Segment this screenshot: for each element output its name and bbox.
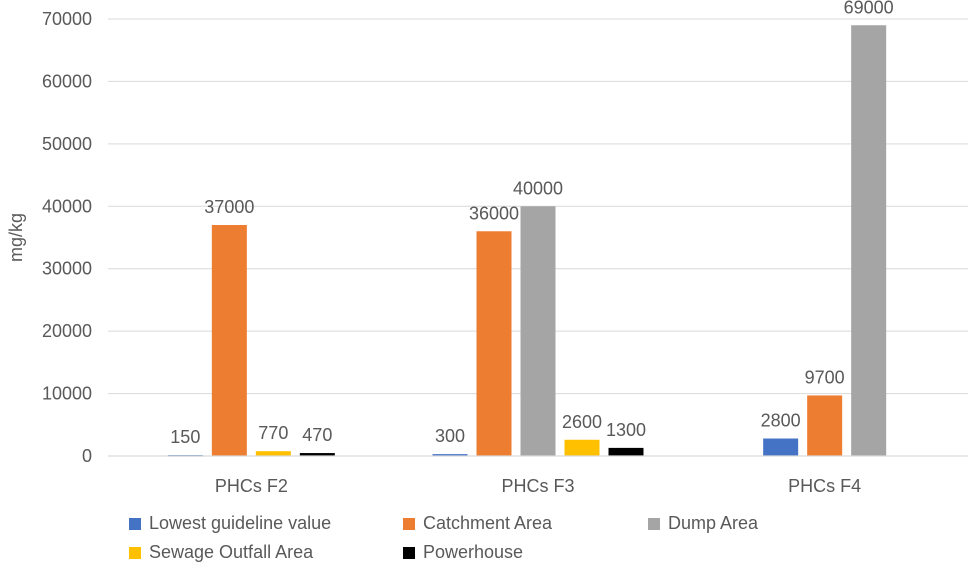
y-tick-label: 50000 (42, 134, 92, 154)
y-tick-label: 60000 (42, 71, 92, 91)
x-tick-label: PHCs F2 (215, 476, 288, 496)
data-label: 2600 (562, 412, 602, 432)
bar (564, 439, 600, 456)
data-label: 37000 (204, 197, 254, 217)
data-label: 2800 (761, 411, 801, 431)
legend-swatch (129, 547, 141, 559)
data-label: 470 (302, 425, 332, 445)
data-label: 69000 (844, 0, 894, 17)
data-label: 40000 (513, 178, 563, 198)
bar (211, 225, 247, 456)
legend-label: Dump Area (668, 513, 759, 533)
legend-label: Powerhouse (423, 542, 523, 562)
legend-swatch (129, 518, 141, 530)
bar (299, 453, 335, 456)
bar (807, 395, 843, 456)
legend-label: Lowest guideline value (149, 513, 331, 533)
bar (851, 25, 887, 456)
bar (476, 231, 512, 456)
data-label: 36000 (469, 203, 519, 223)
data-label: 300 (435, 426, 465, 446)
data-label: 150 (170, 427, 200, 447)
y-axis-label: mg/kg (6, 213, 26, 262)
y-tick-label: 20000 (42, 321, 92, 341)
legend-swatch (403, 547, 415, 559)
legend-swatch (403, 518, 415, 530)
data-label: 1300 (606, 420, 646, 440)
x-tick-label: PHCs F4 (788, 476, 861, 496)
bar (608, 447, 644, 456)
y-tick-label: 0 (82, 446, 92, 466)
legend-label: Catchment Area (423, 513, 553, 533)
y-tick-label: 30000 (42, 259, 92, 279)
y-tick-label: 40000 (42, 196, 92, 216)
bar (520, 206, 556, 456)
data-label: 9700 (805, 367, 845, 387)
y-tick-label: 10000 (42, 384, 92, 404)
bar (432, 454, 468, 456)
y-tick-label: 70000 (42, 9, 92, 29)
bar (255, 451, 291, 456)
bar (763, 438, 799, 456)
legend-swatch (648, 518, 660, 530)
data-label: 770 (258, 423, 288, 443)
legend-label: Sewage Outfall Area (149, 542, 314, 562)
x-tick-label: PHCs F3 (501, 476, 574, 496)
